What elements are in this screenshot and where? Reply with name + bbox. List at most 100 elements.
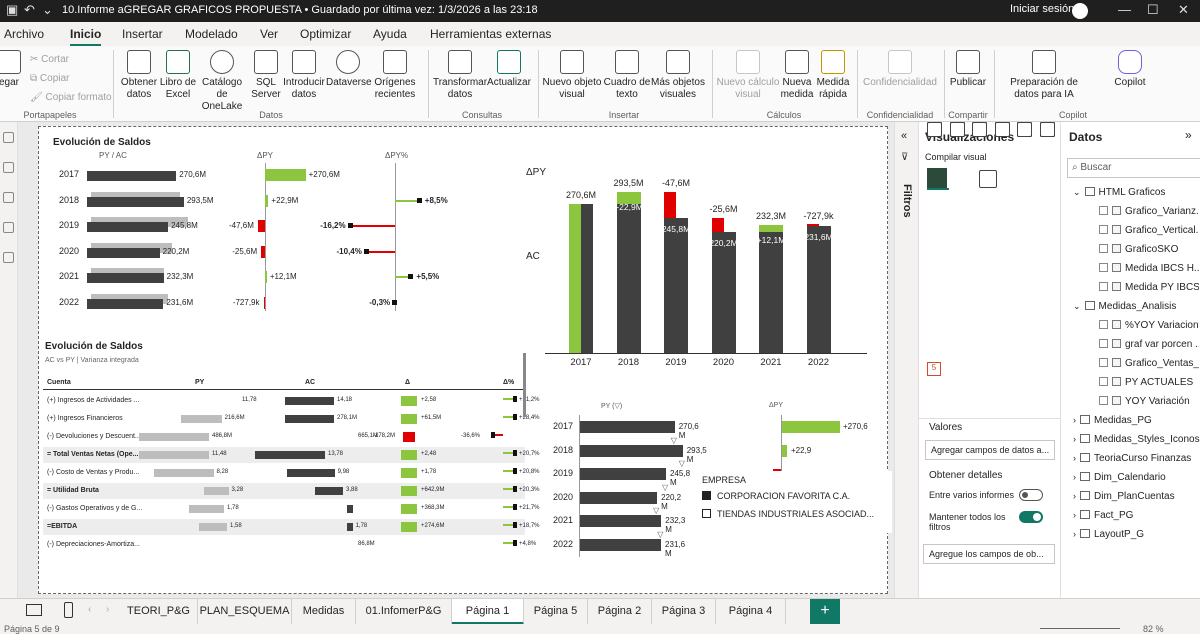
build-visual-tab-icon[interactable] bbox=[927, 168, 949, 190]
new-measure-button[interactable]: Nueva medida bbox=[778, 50, 816, 101]
table-item[interactable]: › TeoriaCurso Finanzas bbox=[1073, 453, 1191, 464]
tab-01-infomerp-g[interactable]: 01.InfomerP&G bbox=[356, 599, 452, 625]
field-item[interactable]: %YOY Variacion% bbox=[1099, 320, 1199, 331]
field-item[interactable]: Grafico_Vertical... bbox=[1099, 225, 1199, 236]
chevron-right-icon[interactable]: › bbox=[1073, 510, 1076, 520]
table-item[interactable]: › LayoutP_G bbox=[1073, 529, 1144, 540]
onelake-button[interactable]: Catálogo de OneLake bbox=[196, 50, 248, 113]
field-item[interactable]: Medida PY IBCS... bbox=[1099, 282, 1199, 293]
format-visual-tab-icon[interactable] bbox=[979, 170, 997, 188]
table-row[interactable]: (+) Ingresos Financieros 216,6M 278,1M +61,… bbox=[43, 411, 540, 427]
checkbox-icon[interactable] bbox=[1099, 377, 1108, 386]
menu-insertar[interactable]: Insertar bbox=[122, 27, 163, 41]
tab-p-gina-4[interactable]: Página 4 bbox=[716, 599, 786, 625]
chevron-right-icon[interactable]: › bbox=[1073, 529, 1076, 539]
table-row[interactable]: (+) Ingresos de Actividades ... 11,78 14,1… bbox=[43, 393, 540, 409]
tab-medidas[interactable]: Medidas bbox=[292, 599, 356, 625]
power-apps-icon[interactable] bbox=[1039, 122, 1055, 137]
excel-button[interactable]: Libro de Excel bbox=[158, 50, 198, 101]
checkbox-icon[interactable] bbox=[1099, 396, 1108, 405]
mobile-layout-icon[interactable] bbox=[64, 602, 73, 618]
tab-p-gina-3[interactable]: Página 3 bbox=[652, 599, 716, 625]
expand-icon[interactable]: « bbox=[901, 130, 908, 142]
menu-ver[interactable]: Ver bbox=[260, 27, 279, 41]
table-row[interactable]: =EBITDA 1,58 1,78 +274,6M +18,7% bbox=[43, 519, 540, 535]
field-item[interactable]: GraficoSKO bbox=[1099, 244, 1178, 255]
zoom-slider[interactable] bbox=[1040, 628, 1120, 629]
menu-archivo[interactable]: Archivo bbox=[4, 27, 45, 41]
scroll-right-icon[interactable]: › bbox=[106, 604, 110, 615]
ai-prep-button[interactable]: Preparación de datos para IA bbox=[998, 50, 1090, 101]
text-box-button[interactable]: Cuadro de texto bbox=[602, 50, 652, 101]
paginated-icon[interactable] bbox=[1017, 122, 1032, 137]
search-input[interactable]: ⌕ Buscar bbox=[1067, 158, 1200, 178]
new-visual-button[interactable]: Nuevo objeto visual bbox=[542, 50, 602, 101]
table-scrollbar[interactable] bbox=[523, 353, 526, 417]
desktop-layout-icon[interactable] bbox=[26, 604, 42, 616]
publish-button[interactable]: Publicar bbox=[948, 50, 988, 89]
cross-report-toggle[interactable] bbox=[1019, 489, 1043, 501]
quick-measure-button[interactable]: Medida rápida bbox=[814, 50, 852, 101]
tmdl-view-icon[interactable] bbox=[3, 252, 14, 263]
chevron-right-icon[interactable]: › bbox=[1073, 415, 1076, 425]
field-item[interactable]: PY ACTUALES bbox=[1099, 377, 1193, 388]
table-row[interactable]: (-) Costo de Ventas y Produ... 8,28 9,98 +1… bbox=[43, 465, 540, 481]
menu-ayuda[interactable]: Ayuda bbox=[373, 27, 407, 41]
tab-p-gina-5[interactable]: Página 5 bbox=[524, 599, 588, 625]
table-item[interactable]: › Medidas_PG bbox=[1073, 415, 1152, 426]
table-item[interactable]: ⌄ HTML Graficos bbox=[1073, 187, 1165, 198]
checkbox-icon[interactable] bbox=[1099, 358, 1108, 367]
field-item[interactable]: YOY Variación bbox=[1099, 396, 1190, 407]
slicer-item-2[interactable]: TIENDAS INDUSTRIALES ASOCIAD... bbox=[702, 509, 874, 519]
field-item[interactable]: graf var porcen ... bbox=[1099, 339, 1199, 350]
table-row[interactable]: (-) Gastos Operativos y de G... 1,78 +368,… bbox=[43, 501, 540, 517]
checkbox-icon[interactable] bbox=[1099, 244, 1108, 253]
format-painter-button[interactable]: 🖌 Copiar formato bbox=[30, 92, 112, 103]
save-icon[interactable]: ▣ bbox=[6, 2, 19, 17]
signin-link[interactable]: Iniciar sesión bbox=[1010, 3, 1075, 15]
table-view-icon[interactable] bbox=[3, 162, 14, 173]
more-icon[interactable] bbox=[949, 122, 965, 137]
tab-plan-esquema[interactable]: PLAN_ESQUEMA bbox=[198, 599, 292, 625]
menu-herramientas[interactable]: Herramientas externas bbox=[430, 27, 552, 41]
table-item[interactable]: › Medidas_Styles_Iconos bbox=[1073, 434, 1200, 445]
field-item[interactable]: Grafico_Varianz... bbox=[1099, 206, 1199, 217]
field-item[interactable]: Grafico_Ventas_... bbox=[1099, 358, 1199, 369]
collapse-icon[interactable]: » bbox=[1185, 128, 1192, 142]
transform-data-button[interactable]: Transformar datos bbox=[432, 50, 488, 101]
tab-p-gina-1[interactable]: Página 1 bbox=[452, 599, 524, 625]
checkbox-icon[interactable] bbox=[1099, 320, 1108, 329]
chevron-down-icon[interactable]: ⌄ bbox=[1073, 301, 1081, 311]
checkbox-icon[interactable] bbox=[1099, 225, 1108, 234]
table-row[interactable]: (-) Devoluciones y Descuent... 486,8M 665,… bbox=[43, 429, 525, 445]
table-row[interactable]: (-) Depreciaciones-Amortiza... 86,8M +4,8% bbox=[43, 537, 536, 553]
slicer-item-1[interactable]: CORPORACION FAVORITA C.A. bbox=[702, 491, 850, 501]
checkbox-icon[interactable] bbox=[1099, 263, 1108, 272]
dataverse-button[interactable]: Dataverse bbox=[326, 50, 372, 89]
drillthrough-well[interactable]: Agregue los campos de ob... bbox=[923, 544, 1055, 564]
report-page[interactable]: Evolución de Saldos PY / AC ΔPY ΔPY% 201… bbox=[38, 126, 892, 594]
copy-button[interactable]: ⧉ Copiar bbox=[30, 73, 70, 84]
enter-data-button[interactable]: Introducir datos bbox=[282, 50, 326, 101]
scroll-left-icon[interactable]: ‹ bbox=[88, 604, 92, 615]
chevron-right-icon[interactable]: › bbox=[1073, 472, 1076, 482]
maximize-icon[interactable]: ☐ bbox=[1147, 2, 1159, 17]
avatar-icon[interactable] bbox=[1072, 3, 1088, 19]
menu-inicio[interactable]: Inicio bbox=[70, 27, 102, 46]
chevron-right-icon[interactable]: › bbox=[1073, 434, 1076, 444]
keep-filters-toggle[interactable] bbox=[1019, 511, 1043, 523]
narrative-icon[interactable] bbox=[994, 122, 1010, 137]
qa-icon[interactable] bbox=[972, 122, 987, 137]
table-row[interactable]: = Utilidad Bruta 3,28 3,88 +642,9M +20,3% bbox=[43, 483, 540, 499]
recent-sources-button[interactable]: Orígenes recientes bbox=[370, 50, 420, 101]
dax-view-icon[interactable] bbox=[3, 222, 14, 233]
html5-icon[interactable]: 5 bbox=[927, 362, 941, 376]
checkbox-icon[interactable] bbox=[1099, 206, 1108, 215]
table-item[interactable]: › Dim_PlanCuentas bbox=[1073, 491, 1175, 502]
close-icon[interactable]: ✕ bbox=[1178, 2, 1189, 17]
values-well[interactable]: Agregar campos de datos a... bbox=[925, 440, 1055, 460]
filters-pane-collapsed[interactable]: « ⊽ Filtros bbox=[894, 122, 918, 598]
model-view-icon[interactable] bbox=[3, 192, 14, 203]
paste-button[interactable]: egar bbox=[0, 50, 22, 89]
cut-button[interactable]: ✂ Cortar bbox=[30, 54, 69, 65]
